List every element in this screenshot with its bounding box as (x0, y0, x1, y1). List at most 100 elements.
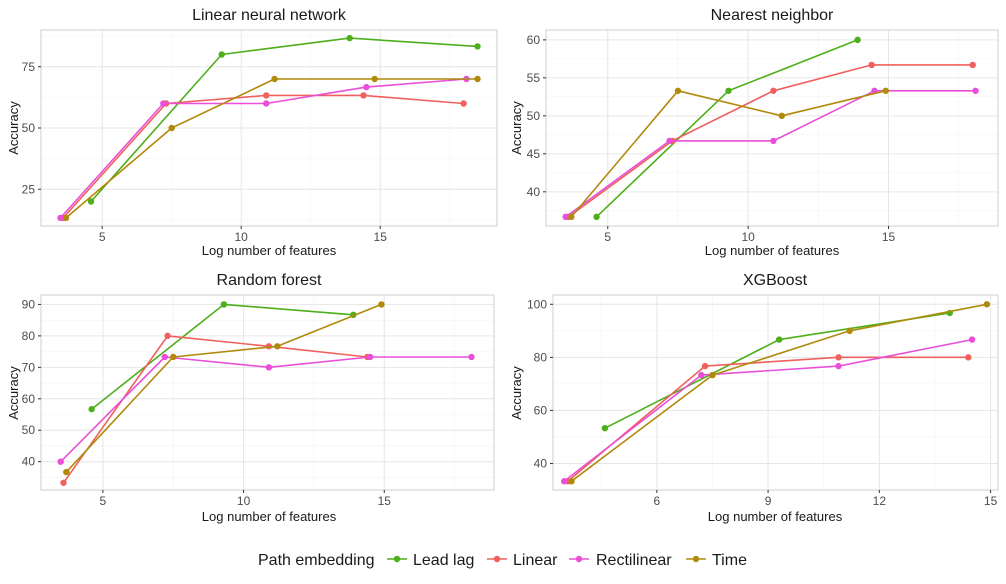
legend-item-linear: Linear (487, 552, 558, 569)
x-tick-label: 10 (237, 494, 251, 508)
plot-area (560, 301, 991, 485)
data-point-rectilinear (366, 353, 374, 361)
x-tick-labels: 5 10 15 (99, 226, 387, 244)
data-point-linear (360, 92, 367, 99)
series-line-linear (62, 94, 464, 219)
grid (41, 295, 494, 490)
data-point-rectilinear (666, 137, 673, 145)
data-point-rectilinear (770, 137, 777, 145)
data-point-lead-lag (218, 51, 225, 58)
data-point-time (63, 468, 70, 476)
y-tick-label: 40 (527, 185, 541, 199)
legend-key-point (575, 555, 583, 563)
data-point-rectilinear (363, 83, 370, 91)
data-point-time (983, 301, 991, 308)
data-point-linear (965, 354, 972, 361)
legend-key-point (393, 555, 401, 563)
x-tick-label: 5 (99, 230, 106, 244)
x-tick-label: 10 (235, 230, 249, 244)
x-tick-labels: 6 9 12 15 (653, 490, 998, 508)
data-point-lead-lag (474, 43, 481, 50)
data-point-lead-lag (88, 405, 95, 413)
panel-linear-neural-network: Linear neural network 5 10 15 25 50 75 Log n… (6, 7, 498, 258)
y-axis-label: Accuracy (6, 101, 21, 155)
data-point-lead-lag (220, 301, 228, 308)
data-point-time (62, 214, 70, 222)
data-point-time (709, 371, 716, 379)
x-axis-label: Log number of features (202, 509, 337, 524)
data-point-rectilinear (57, 214, 64, 222)
data-point-time (271, 75, 278, 83)
data-point-linear (835, 354, 842, 361)
data-point-rectilinear (263, 100, 270, 107)
y-tick-label: 70 (22, 360, 36, 374)
panel-title: Linear neural network (192, 7, 347, 24)
data-point-lead-lag (725, 87, 732, 94)
data-point-lead-lag (87, 198, 95, 205)
data-point-time (378, 301, 385, 308)
y-tick-label: 50 (22, 423, 36, 437)
data-point-rectilinear (835, 362, 842, 370)
panel-title: Nearest neighbor (711, 7, 834, 24)
legend-item-rectilinear: Rectilinear (569, 552, 672, 569)
data-point-time (568, 213, 575, 221)
y-tick-label: 75 (22, 60, 36, 74)
x-tick-label: 9 (765, 494, 772, 508)
y-tick-label: 45 (527, 147, 541, 161)
y-tick-labels: 25 50 75 (22, 60, 41, 196)
data-point-rectilinear (560, 478, 568, 485)
data-point-rectilinear (698, 371, 705, 379)
grid (41, 30, 497, 226)
y-tick-labels: 40 50 60 70 80 90 (22, 297, 41, 469)
x-tick-label: 15 (374, 230, 388, 244)
panel-nearest-neighbor: Nearest neighbor 5 10 15 40 45 50 55 60 Log nu… (509, 7, 999, 258)
y-tick-label: 90 (22, 297, 36, 311)
panel-border (40, 294, 495, 491)
plot-area (562, 36, 979, 221)
data-point-linear (164, 332, 171, 340)
data-point-time (170, 353, 177, 361)
series-lead-lag (593, 36, 861, 221)
series-time (568, 301, 991, 485)
data-point-time (168, 124, 175, 132)
data-point-time (778, 112, 786, 120)
data-point-linear (969, 61, 976, 69)
plot-area (57, 34, 481, 222)
x-tick-label: 5 (100, 494, 107, 508)
x-tick-labels: 5 10 15 (604, 226, 896, 244)
data-point-lead-lag (601, 424, 609, 432)
panel-random-forest: Random forest 5 10 15 40 50 60 70 80 90 Log num… (6, 272, 495, 524)
x-tick-label: 6 (653, 494, 660, 508)
series-line-time (571, 303, 988, 482)
y-tick-labels: 40 60 80 100 (527, 297, 553, 470)
y-tick-label: 40 (534, 456, 548, 470)
data-point-linear (263, 92, 270, 99)
x-tick-label: 12 (873, 494, 887, 508)
series-line-lead-lag (90, 37, 478, 203)
data-point-rectilinear (265, 364, 273, 371)
data-point-time (674, 87, 682, 94)
legend-title: Path embedding (258, 552, 375, 569)
panel-border (545, 29, 999, 227)
x-axis-label: Log number of features (705, 243, 840, 258)
grid (546, 30, 998, 226)
series-linear (60, 92, 467, 222)
series-rectilinear (57, 353, 475, 465)
y-tick-label: 55 (527, 71, 541, 85)
x-tick-label: 15 (378, 494, 392, 508)
data-point-rectilinear (161, 353, 169, 361)
data-point-time (274, 343, 281, 350)
y-tick-label: 60 (534, 403, 548, 417)
legend-key-point (692, 555, 700, 563)
y-axis-label: Accuracy (509, 101, 524, 155)
data-point-linear (60, 479, 67, 486)
panel-title: XGBoost (743, 272, 808, 289)
grid (553, 295, 998, 491)
panel-title: Random forest (217, 272, 322, 289)
data-point-rectilinear (160, 100, 167, 107)
y-tick-labels: 40 45 50 55 60 (527, 33, 546, 199)
data-point-linear (460, 100, 467, 107)
y-axis-label: Accuracy (6, 366, 21, 420)
series-line-rectilinear (563, 338, 973, 482)
